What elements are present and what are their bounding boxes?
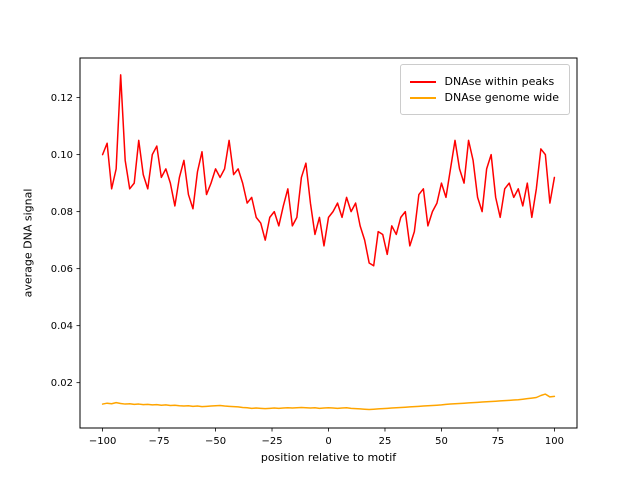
y-tick-label: 0.12 (51, 93, 73, 104)
y-tick-label: 0.02 (51, 378, 73, 389)
y-axis-label: average DNA signal (21, 188, 35, 298)
legend-label-peaks: DNAse within peaks (444, 75, 555, 88)
legend-label-genome: DNAse genome wide (444, 91, 559, 104)
x-tick-label: 100 (545, 436, 564, 447)
x-tick-label: −25 (261, 436, 282, 447)
legend: DNAse within peaks DNAse genome wide (399, 64, 570, 115)
x-tick-label: −75 (149, 436, 170, 447)
series-line-1 (101, 393, 556, 411)
series-line-0 (101, 74, 556, 267)
y-tick-label: 0.08 (51, 207, 73, 218)
y-tick-label: 0.10 (51, 150, 73, 161)
x-tick-label: −100 (89, 436, 116, 447)
x-tick-label: 0 (325, 436, 331, 447)
x-tick-label: 25 (379, 436, 392, 447)
x-tick-label: −50 (205, 436, 226, 447)
y-tick-label: 0.06 (51, 264, 73, 275)
x-tick-label: 50 (435, 436, 448, 447)
legend-line-sample-red (409, 80, 436, 83)
legend-entry-genome: DNAse genome wide (409, 91, 559, 104)
axes-frame (79, 57, 578, 429)
y-tick-label: 0.04 (51, 321, 73, 332)
legend-entry-peaks: DNAse within peaks (409, 75, 559, 88)
x-axis-label: position relative to motif (260, 451, 397, 464)
x-tick-label: 75 (492, 436, 505, 447)
legend-line-sample-orange (409, 96, 436, 99)
